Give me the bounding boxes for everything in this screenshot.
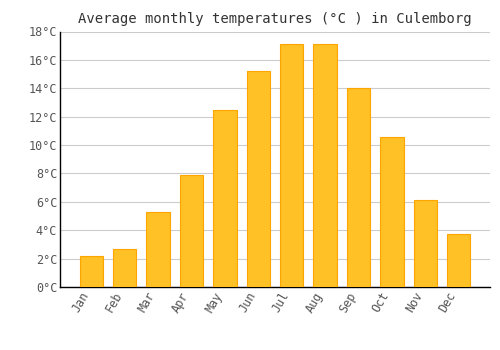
Bar bbox=[280, 44, 303, 287]
Bar bbox=[414, 201, 437, 287]
Bar bbox=[180, 175, 203, 287]
Bar bbox=[246, 71, 270, 287]
Title: Average monthly temperatures (°C ) in Culemborg: Average monthly temperatures (°C ) in Cu… bbox=[78, 12, 472, 26]
Bar bbox=[213, 110, 236, 287]
Bar bbox=[447, 234, 470, 287]
Bar bbox=[380, 136, 404, 287]
Bar bbox=[146, 212, 170, 287]
Bar bbox=[314, 44, 337, 287]
Bar bbox=[113, 248, 136, 287]
Bar bbox=[80, 256, 103, 287]
Bar bbox=[347, 88, 370, 287]
